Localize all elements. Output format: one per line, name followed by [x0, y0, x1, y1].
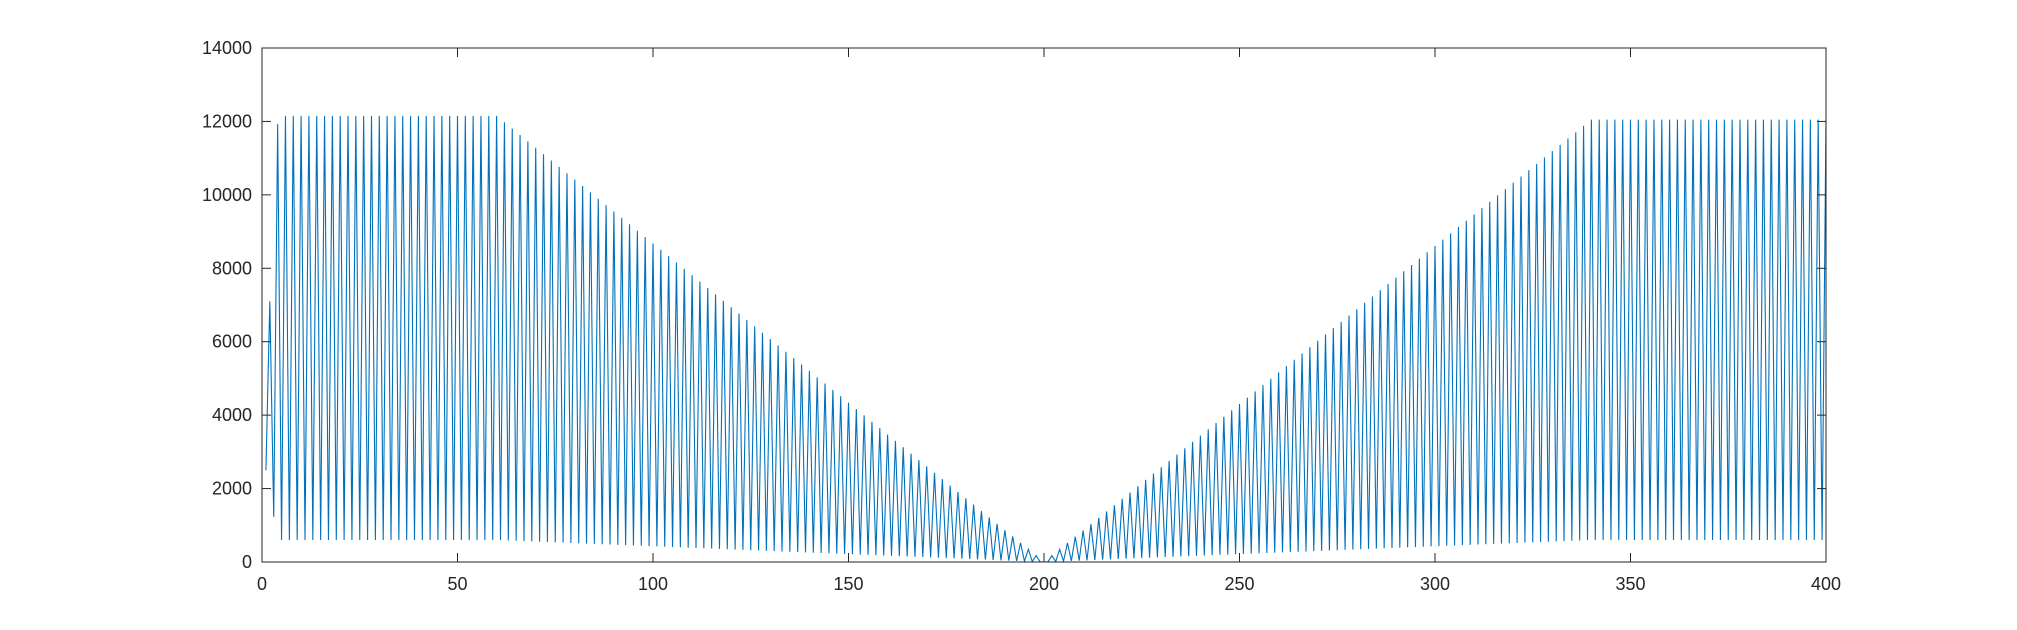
x-axis: 0 50 100 150 200 250 300 350 400: [257, 48, 1841, 594]
y-tick-label: 2000: [212, 479, 252, 499]
x-tick-label: 50: [447, 574, 467, 594]
x-tick-label: 350: [1615, 574, 1645, 594]
x-tick-label: 100: [638, 574, 668, 594]
x-tick-label: 200: [1029, 574, 1059, 594]
y-tick-label: 4000: [212, 405, 252, 425]
x-tick-label: 300: [1420, 574, 1450, 594]
y-tick-label: 6000: [212, 332, 252, 352]
plot-area: [262, 48, 1826, 562]
x-tick-label: 150: [833, 574, 863, 594]
x-tick-label: 250: [1224, 574, 1254, 594]
y-tick-label: 10000: [202, 185, 252, 205]
x-tick-label: 400: [1811, 574, 1841, 594]
y-tick-label: 0: [242, 552, 252, 572]
y-tick-label: 8000: [212, 258, 252, 278]
y-tick-label: 12000: [202, 111, 252, 131]
x-tick-label: 0: [257, 574, 267, 594]
y-tick-label: 14000: [202, 38, 252, 58]
y-axis: 0 2000 4000 6000 8000 10000 12000 14000: [202, 38, 1826, 572]
